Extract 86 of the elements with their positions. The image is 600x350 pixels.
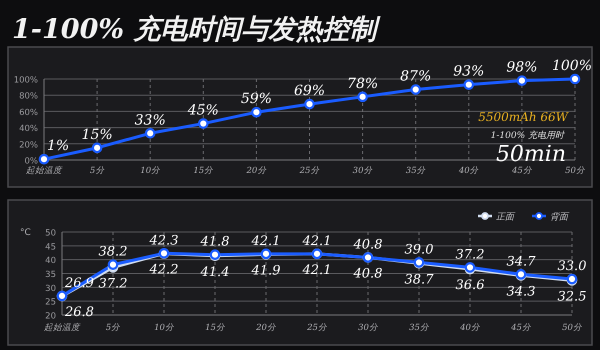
annotation: 5500mAh 66W (478, 110, 570, 124)
x-tick-label: 35分 (409, 323, 430, 333)
data-label: 34.7 (506, 254, 536, 270)
point (92, 142, 102, 154)
y-tick-label: 20% (19, 140, 38, 150)
y-tick-label: 100% (14, 76, 38, 86)
point (304, 98, 315, 110)
x-tick-label: 25分 (306, 323, 328, 333)
data-label: 45% (186, 102, 219, 119)
data-label: 42.2 (148, 262, 178, 278)
data-label: 78% (347, 76, 378, 92)
y-tick-label: 20 (45, 312, 56, 322)
data-label: 34.3 (506, 284, 536, 300)
x-tick-label: 5分 (106, 323, 122, 333)
data-label: 59% (240, 91, 272, 108)
x-tick-label: 10分 (154, 323, 175, 333)
x-tick-label: 45分 (510, 166, 533, 176)
point (464, 79, 474, 90)
data-label: 33.0 (558, 259, 586, 274)
data-label: 40.8 (352, 237, 382, 252)
y-axis-title: °C (20, 228, 31, 238)
data-label: 38.7 (404, 272, 434, 288)
y-tick-label: 60% (19, 108, 38, 118)
x-tick-label: 30分 (358, 323, 379, 333)
point (410, 84, 421, 95)
x-tick-label: 15分 (205, 323, 226, 333)
y-tick-label: 30 (45, 284, 56, 294)
data-label: 41.8 (200, 234, 230, 250)
x-tick-label: 起始温度 (44, 322, 81, 333)
x-tick-label: 5分 (90, 166, 106, 176)
data-label: 15% (82, 126, 113, 143)
point (198, 118, 209, 129)
x-tick-label: 40分 (458, 166, 480, 176)
annotation: 50min (496, 142, 566, 167)
data-label: 37.2 (98, 276, 128, 292)
data-label: 1% (47, 138, 70, 154)
data-label: 36.6 (456, 278, 484, 294)
x-tick-label: 起始温度 (26, 165, 63, 176)
data-label: 87% (400, 68, 432, 85)
y-tick-label: 40 (45, 256, 56, 266)
point (38, 154, 50, 164)
y-tick-label: 80% (19, 92, 38, 102)
data-label: 93% (453, 64, 484, 80)
data-label: 41.9 (250, 263, 280, 278)
chart-title: 1-100% 充电时间与发热控制 (12, 14, 382, 45)
data-label: 37.2 (456, 247, 484, 262)
data-label: 69% (294, 83, 326, 100)
data-label: 98% (506, 60, 538, 76)
data-label: 42.1 (302, 262, 332, 278)
data-label: 26.8 (64, 305, 94, 320)
point (570, 74, 580, 84)
y-tick-label: 40% (19, 124, 38, 134)
x-tick-label: 30分 (352, 166, 374, 176)
point (251, 106, 262, 118)
x-tick-label: 50分 (565, 166, 586, 176)
point (108, 259, 118, 270)
x-tick-label: 45分 (510, 323, 532, 333)
data-label: 39.0 (404, 242, 434, 258)
data-label: 40.8 (352, 266, 382, 282)
annotation: 1-100% 充电用时 (490, 130, 566, 141)
x-tick-label: 35分 (406, 166, 427, 176)
x-tick-label: 40分 (459, 323, 481, 333)
data-label: 41.4 (200, 264, 230, 280)
legend-label: 背面 (550, 212, 570, 222)
data-label: 33% (134, 112, 166, 128)
x-tick-label: 20分 (255, 323, 277, 333)
point (144, 128, 156, 139)
data-label: 42.1 (302, 234, 332, 249)
y-tick-label: 35 (45, 270, 56, 280)
point (516, 75, 528, 86)
data-label: 32.5 (558, 289, 586, 304)
y-tick-label: 0% (24, 156, 38, 166)
point (357, 92, 368, 102)
x-tick-label: 20分 (245, 166, 268, 176)
x-tick-label: 50分 (562, 323, 583, 333)
legend-label: 正面 (496, 212, 516, 222)
data-label: 42.1 (250, 234, 280, 249)
y-tick-label: 45 (45, 242, 56, 252)
data-label: 100% (552, 58, 592, 74)
x-tick-label: 10分 (140, 166, 162, 176)
y-tick-label: 50 (45, 228, 56, 238)
x-tick-label: 15分 (193, 166, 214, 176)
data-label: 42.3 (148, 233, 178, 248)
y-tick-label: 25 (45, 298, 56, 308)
data-label: 38.2 (98, 244, 128, 260)
x-tick-label: 25分 (298, 166, 320, 176)
